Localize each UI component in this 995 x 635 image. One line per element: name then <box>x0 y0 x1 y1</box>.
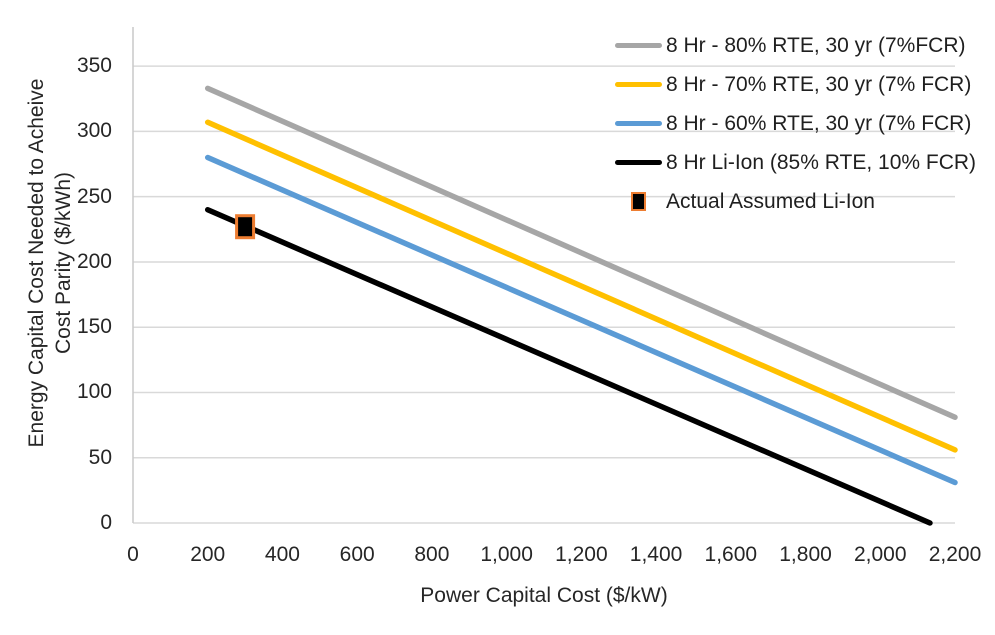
legend-line-icon <box>615 160 662 165</box>
legend-label: 8 Hr Li-Ion (85% RTE, 10% FCR) <box>666 150 977 174</box>
legend-item-1: 8 Hr - 70% RTE, 30 yr (7% FCR) <box>615 65 976 104</box>
y-tick-label-200: 200 <box>76 249 112 273</box>
legend-label: 8 Hr - 60% RTE, 30 yr (7% FCR) <box>666 111 972 135</box>
y-tick-label-150: 150 <box>76 315 112 339</box>
legend-label: 8 Hr - 80% RTE, 30 yr (7%FCR) <box>666 33 966 57</box>
legend-line-icon <box>615 121 662 126</box>
legend: 8 Hr - 80% RTE, 30 yr (7%FCR) 8 Hr - 70% … <box>615 26 976 221</box>
x-tick-label-1,000: 1,000 <box>480 543 533 566</box>
x-tick-label-1,800: 1,800 <box>779 543 832 566</box>
legend-square-marker-icon <box>615 192 662 211</box>
series-line-2 <box>204 154 958 486</box>
x-tick-label-600: 600 <box>339 543 375 566</box>
y-tick-label-50: 50 <box>88 445 112 469</box>
x-tick-label-2,200: 2,200 <box>928 543 982 566</box>
x-tick-label-800: 800 <box>414 543 450 566</box>
legend-item-0: 8 Hr - 80% RTE, 30 yr (7%FCR) <box>615 26 976 65</box>
series-line-3 <box>204 206 933 526</box>
legend-line-icon <box>615 82 662 87</box>
x-tick-label-1,400: 1,400 <box>629 543 683 566</box>
x-tick-label-400: 400 <box>264 543 300 566</box>
legend-label: Actual Assumed Li-Ion <box>666 189 875 213</box>
x-tick-label-0: 0 <box>127 543 139 566</box>
legend-item-3: 8 Hr Li-Ion (85% RTE, 10% FCR) <box>615 143 976 182</box>
legend-item-2: 8 Hr - 60% RTE, 30 yr (7% FCR) <box>615 104 976 143</box>
marker-point-0 <box>235 214 256 240</box>
y-tick-label-0: 0 <box>100 511 112 534</box>
legend-item-4: Actual Assumed Li-Ion <box>615 182 976 221</box>
legend-line-icon <box>615 43 662 48</box>
y-tick-label-350: 350 <box>76 54 112 78</box>
x-tick-label-1,600: 1,600 <box>704 543 758 566</box>
series-line-1 <box>204 119 958 453</box>
y-axis-title-line1: Energy Capital Cost Needed to Acheive <box>25 78 48 448</box>
x-axis-title: Power Capital Cost ($/kW) <box>420 584 668 607</box>
y-axis-title-line2: Cost Parity ($/kWh) <box>52 171 75 355</box>
series-line-0 <box>204 85 958 421</box>
y-axis-title: Energy Capital Cost Needed to Acheive Co… <box>23 13 77 513</box>
y-tick-label-250: 250 <box>76 184 112 208</box>
y-tick-label-100: 100 <box>76 380 112 404</box>
y-tick-label-300: 300 <box>76 119 112 143</box>
x-tick-label-2,000: 2,000 <box>853 543 907 566</box>
x-tick-label-200: 200 <box>190 543 226 566</box>
x-tick-label-1,200: 1,200 <box>555 543 608 566</box>
legend-label: 8 Hr - 70% RTE, 30 yr (7% FCR) <box>666 72 972 96</box>
